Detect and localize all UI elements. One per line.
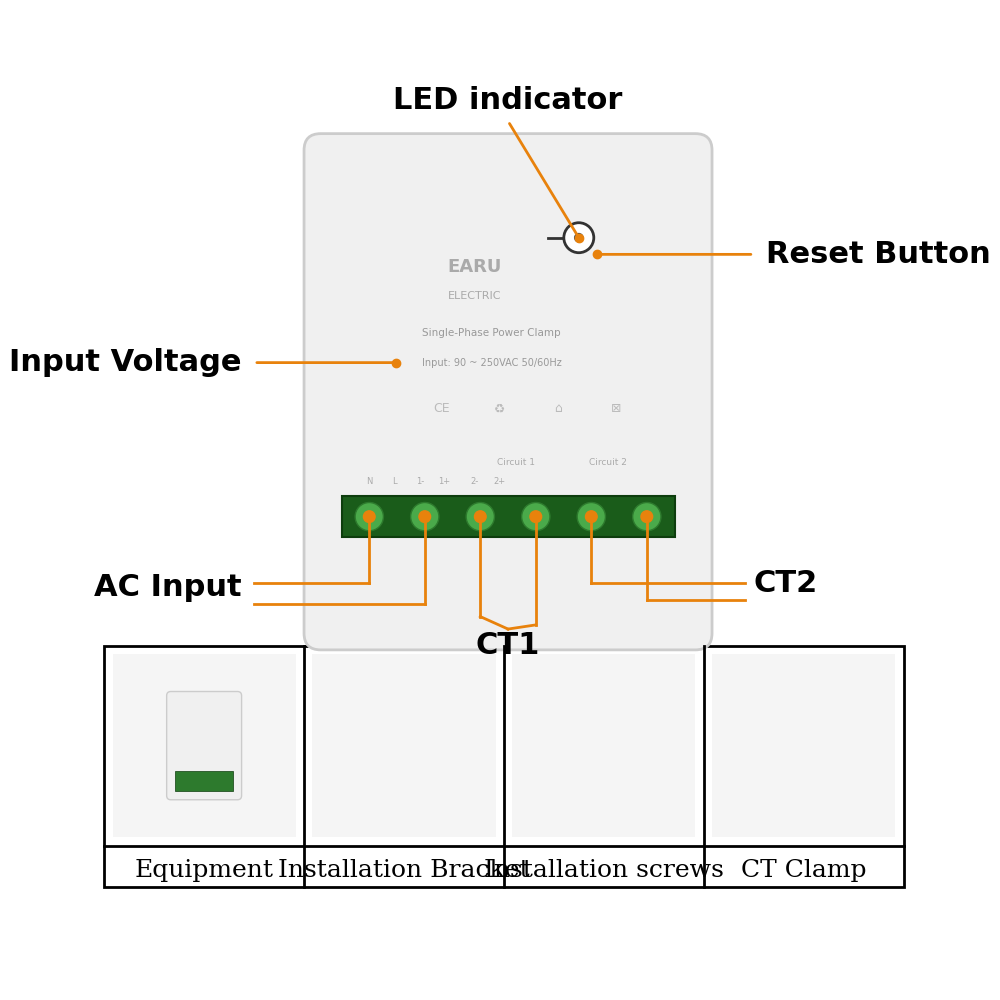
Circle shape	[577, 502, 605, 531]
Text: Equipment: Equipment	[135, 859, 274, 882]
Bar	[104, 646, 904, 887]
Text: 1-: 1-	[416, 477, 425, 486]
Text: Reset Button: Reset Button	[766, 240, 991, 269]
Text: 2+: 2+	[494, 477, 506, 486]
Circle shape	[585, 511, 597, 522]
Circle shape	[633, 502, 661, 531]
Circle shape	[641, 511, 653, 522]
Text: EARU: EARU	[448, 258, 502, 276]
Text: 2-: 2-	[471, 477, 479, 486]
Bar	[712, 654, 895, 837]
Text: CT2: CT2	[754, 569, 818, 598]
Text: Single-Phase Power Clamp: Single-Phase Power Clamp	[422, 328, 561, 338]
Circle shape	[466, 502, 494, 531]
Circle shape	[355, 502, 383, 531]
FancyBboxPatch shape	[304, 134, 712, 650]
Text: ⌂: ⌂	[554, 402, 562, 415]
Circle shape	[411, 502, 439, 531]
Text: CT1: CT1	[476, 631, 540, 660]
Text: Installation Bracket: Installation Bracket	[278, 859, 530, 882]
Circle shape	[474, 511, 486, 522]
Bar	[113, 654, 296, 837]
Text: Circuit 1: Circuit 1	[497, 458, 535, 467]
Text: Input: 90 ~ 250VAC 50/60Hz: Input: 90 ~ 250VAC 50/60Hz	[422, 358, 561, 368]
Text: CT Clamp: CT Clamp	[741, 859, 866, 882]
Text: ⊠: ⊠	[611, 402, 622, 415]
Circle shape	[363, 511, 375, 522]
Bar	[175, 771, 233, 791]
Text: LED indicator: LED indicator	[393, 86, 623, 115]
Bar	[312, 654, 496, 837]
Text: L: L	[392, 477, 396, 486]
Text: AC Input: AC Input	[94, 573, 242, 602]
Text: 1+: 1+	[438, 477, 450, 486]
FancyBboxPatch shape	[167, 692, 242, 800]
Text: ELECTRIC: ELECTRIC	[448, 291, 501, 301]
Text: ♻: ♻	[494, 402, 505, 415]
Bar	[512, 654, 695, 837]
Circle shape	[419, 511, 431, 522]
Circle shape	[522, 502, 550, 531]
Circle shape	[575, 234, 583, 242]
Text: Installation screws: Installation screws	[484, 859, 724, 882]
Circle shape	[564, 223, 594, 253]
Text: Circuit 2: Circuit 2	[589, 458, 627, 467]
Bar	[342, 496, 675, 537]
Text: Input Voltage: Input Voltage	[9, 348, 242, 377]
Text: N: N	[366, 477, 372, 486]
Circle shape	[530, 511, 542, 522]
Text: CE: CE	[433, 402, 450, 415]
